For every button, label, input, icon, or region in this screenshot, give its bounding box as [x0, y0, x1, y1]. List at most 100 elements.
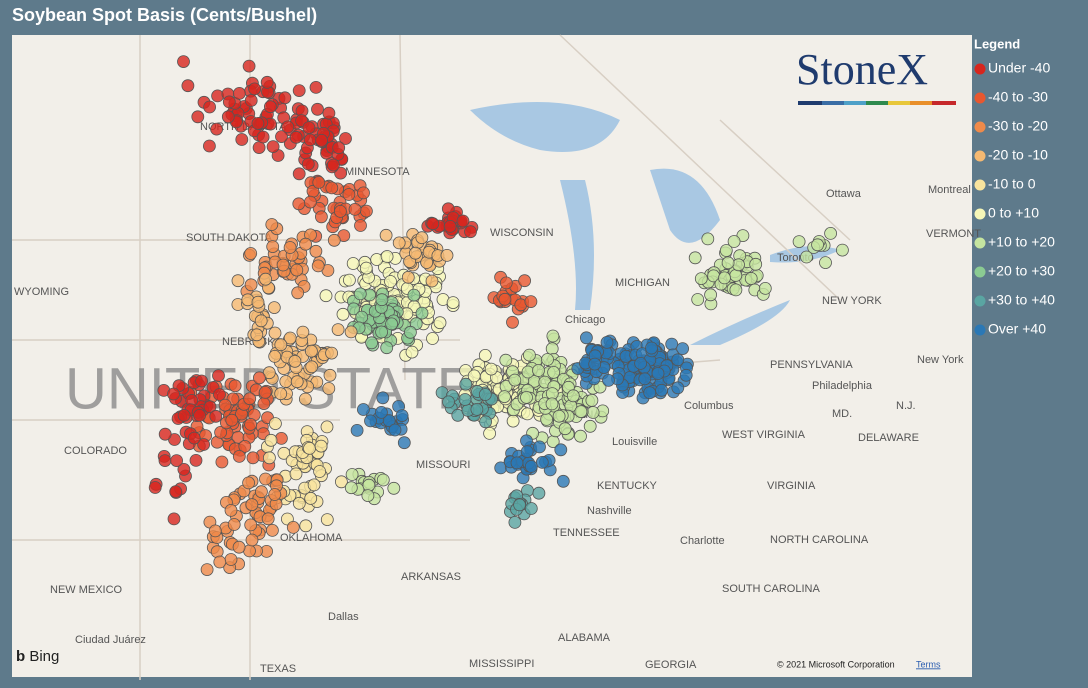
logo-text: StoneX — [796, 45, 928, 94]
point — [289, 467, 303, 481]
point — [701, 232, 715, 246]
place-label: MISSISSIPPI — [469, 658, 534, 670]
map — [12, 34, 972, 680]
place-label: New York — [917, 354, 964, 366]
point — [384, 275, 397, 288]
point — [521, 365, 535, 379]
legend-swatch — [974, 324, 986, 336]
point — [292, 84, 306, 97]
point — [403, 325, 417, 339]
point — [228, 379, 242, 393]
lake-huron — [650, 168, 720, 243]
point — [224, 503, 238, 517]
point — [242, 476, 256, 490]
place-label: WEST VIRGINIA — [722, 429, 806, 441]
point — [332, 141, 346, 155]
place-label: ARKANSAS — [401, 571, 461, 583]
point — [298, 392, 312, 406]
point — [498, 292, 512, 306]
point — [446, 296, 460, 310]
point — [440, 248, 454, 262]
point — [506, 315, 519, 329]
place-label: Nashville — [587, 505, 632, 517]
legend-swatch — [974, 237, 986, 249]
point — [348, 202, 362, 216]
place-label: NEW MEXICO — [50, 584, 123, 596]
place-label: WISCONSIN — [490, 227, 554, 239]
point — [634, 356, 647, 370]
point — [225, 413, 239, 427]
point — [177, 408, 191, 422]
point — [342, 273, 356, 287]
legend-swatch — [974, 92, 986, 104]
point — [292, 197, 306, 211]
place-label: Charlotte — [680, 535, 725, 547]
point — [244, 94, 258, 107]
point — [375, 325, 389, 339]
point — [638, 372, 652, 386]
point — [520, 390, 533, 404]
point — [221, 110, 235, 124]
place-label: Dallas — [328, 611, 359, 623]
point — [387, 481, 401, 495]
point — [303, 441, 316, 455]
point — [665, 337, 679, 351]
point — [694, 272, 708, 286]
place-label: MICHIGAN — [615, 277, 670, 289]
point — [344, 325, 358, 339]
point — [510, 456, 524, 470]
point — [259, 472, 272, 486]
point — [497, 390, 511, 404]
point — [580, 331, 593, 345]
place-label: Ciudad Juárez — [75, 634, 146, 646]
point — [177, 55, 190, 68]
point — [407, 288, 421, 302]
point — [311, 259, 325, 273]
point — [679, 368, 693, 382]
point — [291, 286, 305, 300]
point — [232, 540, 246, 554]
point — [365, 336, 379, 350]
place-label: Louisville — [612, 436, 657, 448]
point — [200, 563, 214, 576]
point — [296, 325, 310, 339]
point — [276, 258, 290, 272]
point — [266, 240, 280, 254]
legend-label: +10 to +20 — [988, 234, 1055, 250]
legend-label: -40 to -30 — [988, 89, 1048, 105]
point — [169, 485, 183, 499]
point — [263, 100, 277, 114]
legend-label: -10 to 0 — [988, 176, 1036, 192]
point — [520, 445, 534, 459]
point — [262, 366, 276, 380]
point — [197, 438, 211, 451]
point — [292, 167, 306, 181]
point — [459, 377, 473, 391]
point — [376, 391, 390, 405]
point — [304, 491, 318, 505]
legend-title: Legend — [974, 36, 1020, 51]
point — [252, 371, 266, 385]
point — [218, 398, 232, 412]
terms-link[interactable]: Terms — [916, 659, 941, 669]
point — [243, 392, 257, 406]
point — [566, 389, 580, 403]
place-label: N.J. — [896, 400, 916, 412]
point — [252, 141, 266, 155]
place-label: Chicago — [565, 314, 605, 326]
point — [645, 341, 658, 355]
point — [299, 237, 313, 251]
point — [203, 100, 217, 114]
point — [350, 423, 364, 437]
point — [380, 250, 394, 263]
point — [540, 412, 553, 426]
point — [235, 133, 249, 146]
place-label: PENNSYLVANIA — [770, 359, 853, 371]
point — [320, 513, 334, 526]
legend-label: +20 to +30 — [988, 263, 1055, 279]
point — [800, 250, 813, 264]
point — [671, 381, 685, 395]
point — [356, 403, 370, 416]
point — [245, 533, 259, 547]
point — [267, 301, 281, 315]
